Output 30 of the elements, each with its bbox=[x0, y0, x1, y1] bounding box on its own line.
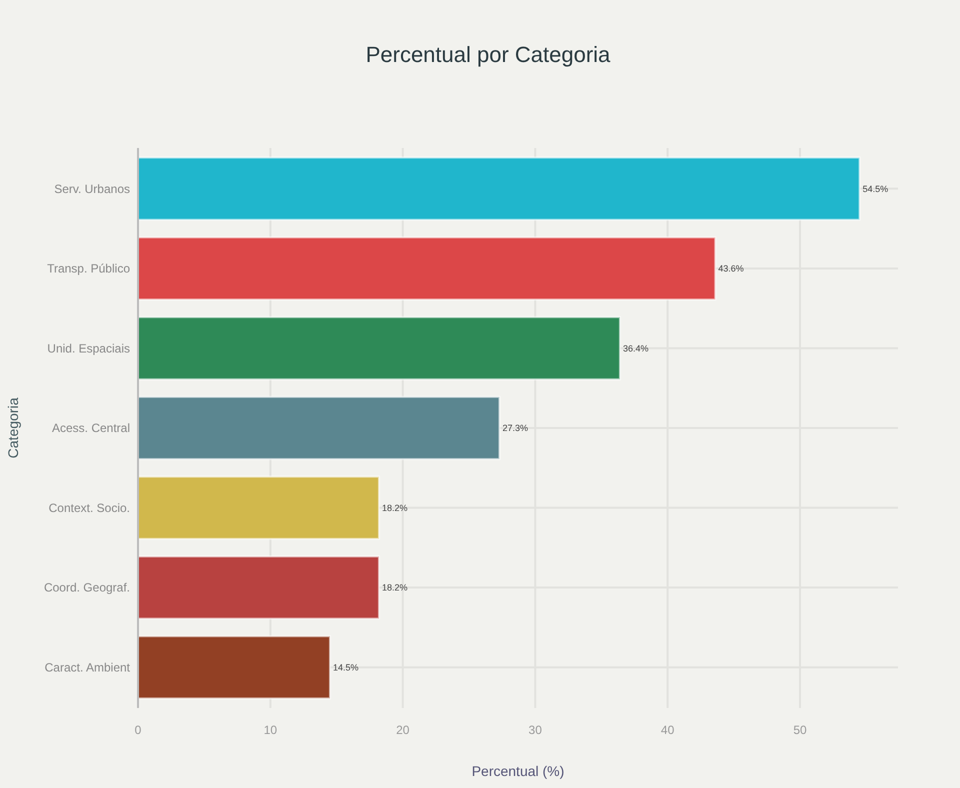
bar bbox=[137, 476, 380, 540]
x-tick-label: 40 bbox=[660, 723, 675, 737]
data-label: 54.5% bbox=[862, 184, 888, 194]
bar bbox=[137, 156, 861, 221]
bar bbox=[137, 396, 500, 460]
bar bbox=[137, 635, 331, 700]
data-label: 43.6% bbox=[718, 264, 744, 274]
y-tick-label: Unid. Espaciais bbox=[47, 341, 130, 356]
y-tick-label: Serv. Urbanos bbox=[54, 182, 130, 196]
y-tick-label: Caract. Ambient bbox=[44, 660, 131, 675]
x-tick-label: 10 bbox=[264, 723, 278, 737]
y-tick-label: Transp. Público bbox=[47, 262, 130, 276]
y-tick-label: Context. Socio. bbox=[48, 500, 130, 515]
bar bbox=[137, 316, 621, 380]
x-axis-title: Percentual (%) bbox=[472, 763, 564, 779]
data-label: 14.5% bbox=[332, 662, 359, 672]
data-label: 18.2% bbox=[382, 582, 408, 593]
y-axis-title: Categoria bbox=[5, 397, 21, 458]
bar bbox=[137, 236, 716, 301]
bar bbox=[137, 555, 380, 620]
data-label: 36.4% bbox=[622, 343, 648, 354]
data-label: 27.3% bbox=[502, 423, 528, 434]
data-label: 18.2% bbox=[382, 502, 408, 513]
chart-title: Percentual por Categoria bbox=[366, 42, 612, 67]
x-tick-label: 20 bbox=[396, 723, 410, 737]
y-tick-label: Coord. Geograf. bbox=[44, 580, 130, 595]
x-tick-label: 0 bbox=[134, 723, 142, 737]
x-tick-label: 30 bbox=[528, 723, 542, 737]
y-tick-label: Acess. Central bbox=[52, 421, 130, 436]
x-tick-label: 50 bbox=[793, 723, 808, 737]
